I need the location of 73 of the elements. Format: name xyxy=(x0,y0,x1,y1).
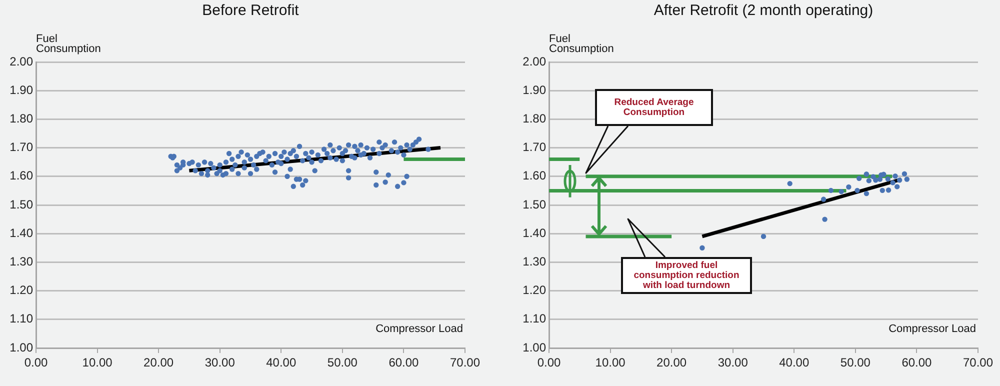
y-tick-label: 1.50 xyxy=(10,197,34,212)
y-tick-label: 1.60 xyxy=(522,168,546,183)
chart-title: After Retrofit (2 month operating) xyxy=(652,2,874,19)
y-axis-title: Fuel Consumption xyxy=(549,33,615,55)
point xyxy=(894,184,900,190)
point xyxy=(902,171,908,176)
point xyxy=(886,188,892,193)
x-tick-label: 30.00 xyxy=(204,356,236,370)
point xyxy=(873,178,878,183)
point xyxy=(885,176,891,182)
point xyxy=(820,196,826,202)
point xyxy=(880,188,885,194)
point xyxy=(838,188,844,194)
x-tick-label: 40.00 xyxy=(779,356,810,370)
point xyxy=(892,174,898,179)
x-axis-title: Compressor Load xyxy=(888,323,976,335)
point xyxy=(828,188,834,194)
y-tick-label: 1.90 xyxy=(522,82,546,97)
x-tick-label: 20.00 xyxy=(144,356,174,370)
point xyxy=(822,216,828,222)
point xyxy=(787,180,792,186)
point xyxy=(700,245,705,250)
point xyxy=(890,180,896,186)
x-tick-label: 40.00 xyxy=(266,356,296,370)
point xyxy=(854,188,860,194)
y-tick-label: 1.00 xyxy=(522,340,546,354)
x-tick-label: 10.00 xyxy=(82,356,113,370)
point xyxy=(866,178,872,184)
point xyxy=(904,176,910,182)
y-tick-label: 1.90 xyxy=(10,82,34,97)
x-tick-label: 30.00 xyxy=(718,356,748,370)
x-tick-label: 50.00 xyxy=(327,356,358,370)
x-tick-label: 60.00 xyxy=(902,356,932,370)
point xyxy=(856,176,862,181)
x-tick-label: 70.00 xyxy=(962,356,994,370)
x-tick-label: 0.00 xyxy=(24,356,48,370)
y-tick-label: 1.30 xyxy=(10,254,34,269)
annotation: Improved fuel consumption reduction with load turndown xyxy=(632,260,740,290)
x-tick-label: 50.00 xyxy=(840,356,871,370)
y-tick-label: 1.70 xyxy=(522,140,546,154)
y-tick-label: 1.80 xyxy=(522,112,546,126)
y-tick-label: 1.40 xyxy=(10,226,34,240)
y-tick-label: 1.20 xyxy=(10,283,34,298)
y-tick-label: 2.00 xyxy=(522,54,546,68)
point xyxy=(896,178,902,183)
x-tick-label: 60.00 xyxy=(388,356,420,370)
y-tick-label: 1.50 xyxy=(522,197,546,212)
y-tick-label: 1.10 xyxy=(10,312,34,326)
point xyxy=(864,190,870,196)
y-tick-label: 1.10 xyxy=(522,312,546,326)
y-tick-label: 1.30 xyxy=(522,254,546,269)
point xyxy=(760,234,766,240)
y-tick-label: 1.40 xyxy=(522,226,546,240)
y-tick-label: 1.20 xyxy=(522,283,546,298)
point xyxy=(864,172,870,177)
x-tick-label: 10.00 xyxy=(595,356,626,370)
x-tick-label: 20.00 xyxy=(656,356,687,370)
y-tick-label: 1.80 xyxy=(10,112,34,126)
point xyxy=(881,172,886,177)
y-tick-label: 1.70 xyxy=(10,140,34,154)
x-axis-title: Compressor Load xyxy=(376,323,463,335)
y-axis-title: Fuel Consumption xyxy=(36,33,102,55)
y-tick-label: 1.00 xyxy=(10,340,34,354)
point xyxy=(846,184,852,190)
callout: Reduced Average Consumption xyxy=(585,88,714,174)
point xyxy=(877,176,883,182)
y-tick-label: 2.00 xyxy=(10,54,34,68)
chart-title: Before Retrofit xyxy=(201,2,300,19)
x-tick-label: 70.00 xyxy=(450,356,480,370)
y-tick-label: 1.60 xyxy=(10,168,34,183)
callout: Improved fuel consumption reduction with load turndown xyxy=(620,218,753,295)
annotation: Reduced Average Consumption xyxy=(613,96,695,118)
x-tick-label: 0.00 xyxy=(537,356,561,370)
